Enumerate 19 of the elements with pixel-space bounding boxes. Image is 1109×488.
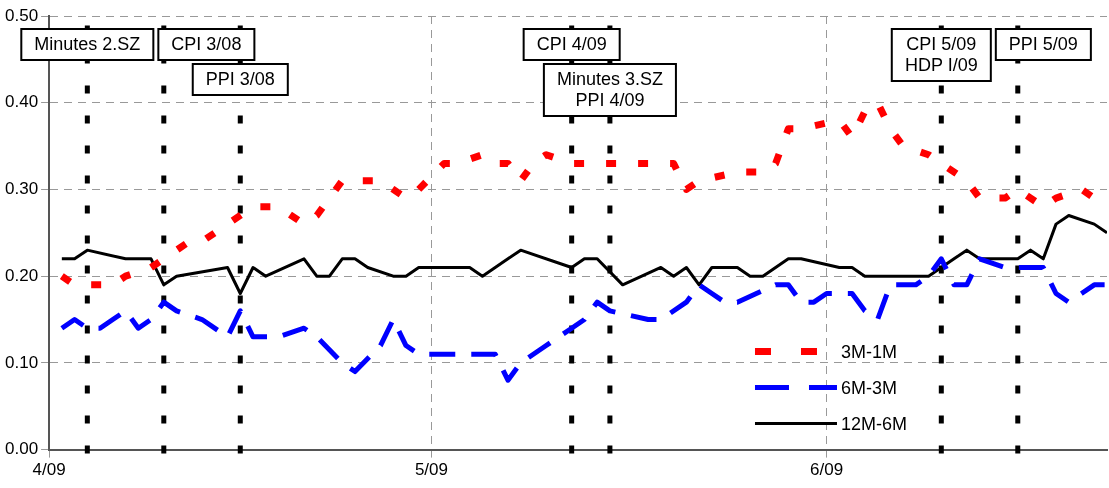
ref-line-label: CPI 4/09 xyxy=(536,34,607,55)
y-tick-label: 0.50 xyxy=(4,5,39,25)
ref-line-label: CPI 3/08 xyxy=(171,34,242,55)
x-tick-label: 4/09 xyxy=(32,460,66,480)
ref-line-label: Minutes 3.SZ PPI 4/09 xyxy=(556,69,663,111)
x-tick-label: 5/09 xyxy=(414,460,449,480)
y-tick-label: 0.00 xyxy=(4,439,39,459)
ref-line-label: Minutes 2.SZ xyxy=(34,34,141,55)
y-tick-label: 0.20 xyxy=(4,265,39,285)
legend-label: 12M-6M xyxy=(840,413,907,434)
y-tick-label: 0.40 xyxy=(4,92,39,112)
x-tick-label: 6/09 xyxy=(810,460,844,480)
ref-line-label: PPI 3/08 xyxy=(205,69,275,90)
legend-label: 3M-1M xyxy=(840,341,897,362)
ref-line-label: CPI 5/09 HDP I/09 xyxy=(904,34,978,76)
y-tick-label: 0.30 xyxy=(4,179,39,199)
ref-line-label: PPI 5/09 xyxy=(1008,34,1078,55)
legend-label: 6M-3M xyxy=(840,377,897,398)
y-tick-label: 0.10 xyxy=(4,352,39,372)
